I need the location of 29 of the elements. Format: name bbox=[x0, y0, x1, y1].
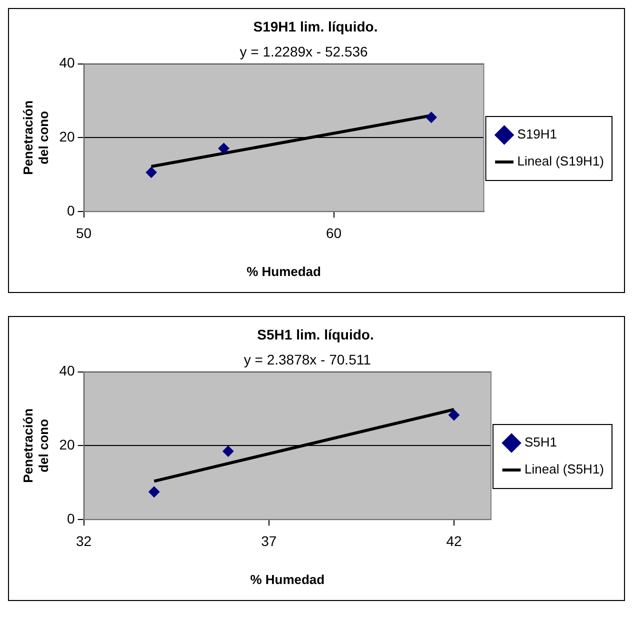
legend-label: Lineal (S5H1) bbox=[524, 462, 604, 477]
x-tick-label: 50 bbox=[76, 224, 92, 241]
y-tick-label: 20 bbox=[59, 436, 75, 453]
chart-title: S5H1 lim. líquido. bbox=[257, 326, 374, 342]
point bbox=[148, 486, 160, 498]
x-tick-label: 32 bbox=[76, 532, 92, 549]
y-axis-title: Penetración del cono bbox=[20, 100, 51, 175]
x-axis-title: % Humedad bbox=[246, 264, 322, 279]
x-tick-label: 37 bbox=[261, 532, 277, 549]
legend-label: Lineal (S19H1) bbox=[517, 154, 604, 169]
y-tick-label: 20 bbox=[59, 128, 75, 145]
legend-label: S19H1 bbox=[517, 126, 558, 142]
point bbox=[218, 142, 230, 154]
point bbox=[146, 166, 157, 178]
point bbox=[448, 410, 460, 421]
text: y = 2.3878x - 70.511 bbox=[244, 352, 372, 368]
x-tick-label: 42 bbox=[446, 532, 462, 549]
point bbox=[426, 112, 437, 123]
y-tick-label: 40 bbox=[59, 362, 75, 379]
point bbox=[222, 446, 234, 457]
legend-label: S5H1 bbox=[524, 434, 558, 450]
text: y = 1.2289x - 52.536 bbox=[240, 44, 368, 60]
y-tick-label: 0 bbox=[66, 202, 75, 218]
y-tick-label: 40 bbox=[59, 54, 75, 71]
y-tick-label: 0 bbox=[66, 510, 75, 526]
x-tick-label: 60 bbox=[326, 224, 342, 241]
y-axis-title: Penetración del cono bbox=[20, 408, 51, 483]
x-axis-title: % Humedad bbox=[250, 572, 325, 587]
chart-title: S19H1 lim. líquido. bbox=[253, 18, 378, 34]
